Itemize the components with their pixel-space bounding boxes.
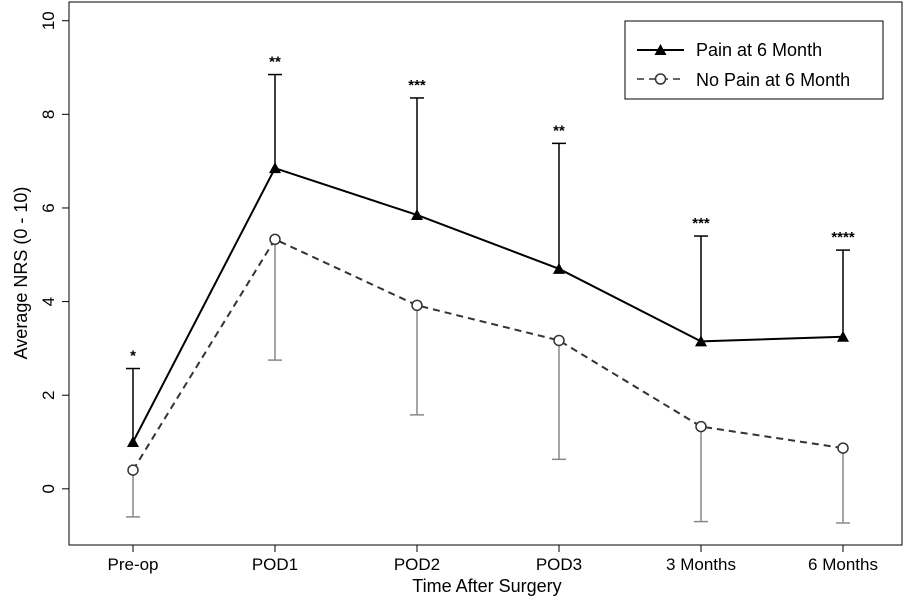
- point-nopain: [411, 299, 423, 312]
- legend-label-nopain: No Pain at 6 Month: [696, 70, 850, 90]
- point-nopain: [695, 420, 707, 433]
- significance-label: ***: [408, 77, 426, 94]
- series-line-nopain: [132, 238, 844, 471]
- significance-label: *: [130, 348, 136, 365]
- series-line-pain: [132, 166, 844, 443]
- point-pain: [127, 436, 139, 448]
- error-bars: [126, 73, 850, 524]
- y-tick-label: 10: [39, 11, 58, 30]
- point-pain: [411, 208, 423, 220]
- x-tick-label: POD1: [252, 555, 298, 574]
- plot-frame: [68, 1, 903, 546]
- x-axis: Pre-op POD1 POD2 POD3 3 Months 6 Months: [107, 545, 878, 574]
- legend: Pain at 6 Month No Pain at 6 Month: [624, 20, 884, 100]
- y-axis-title: Average NRS (0 - 10): [11, 187, 31, 360]
- significance-label: ***: [692, 215, 710, 232]
- series-markers: [127, 162, 849, 476]
- x-axis-title: Time After Surgery: [412, 576, 561, 596]
- x-tick-label: 6 Months: [808, 555, 878, 574]
- point-nopain: [553, 334, 565, 347]
- y-tick-label: 6: [39, 203, 58, 212]
- y-tick-label: 0: [39, 484, 58, 493]
- legend-marker-pain: [654, 44, 667, 55]
- series-lines: [132, 166, 844, 471]
- y-tick-label: 8: [39, 110, 58, 119]
- point-nopain: [127, 464, 139, 476]
- y-tick-label: 4: [39, 297, 58, 306]
- legend-label-pain: Pain at 6 Month: [696, 40, 822, 60]
- legend-marker-nopain: [654, 73, 667, 85]
- y-axis: 0 2 4 6 8 10: [39, 11, 69, 494]
- x-tick-label: POD3: [536, 555, 582, 574]
- significance-label: **: [553, 122, 565, 139]
- x-tick-label: POD2: [394, 555, 440, 574]
- x-tick-label: Pre-op: [107, 555, 158, 574]
- point-pain: [269, 162, 281, 174]
- point-pain: [695, 335, 707, 347]
- point-nopain: [837, 442, 849, 454]
- significance-label: ****: [831, 229, 855, 246]
- significance-annotations: ***************: [130, 54, 855, 365]
- point-pain: [553, 262, 565, 274]
- legend-box: [624, 20, 884, 100]
- x-tick-label: 3 Months: [666, 555, 736, 574]
- y-tick-label: 2: [39, 390, 58, 399]
- significance-label: **: [269, 54, 281, 71]
- point-nopain: [269, 233, 281, 246]
- point-pain: [837, 330, 849, 342]
